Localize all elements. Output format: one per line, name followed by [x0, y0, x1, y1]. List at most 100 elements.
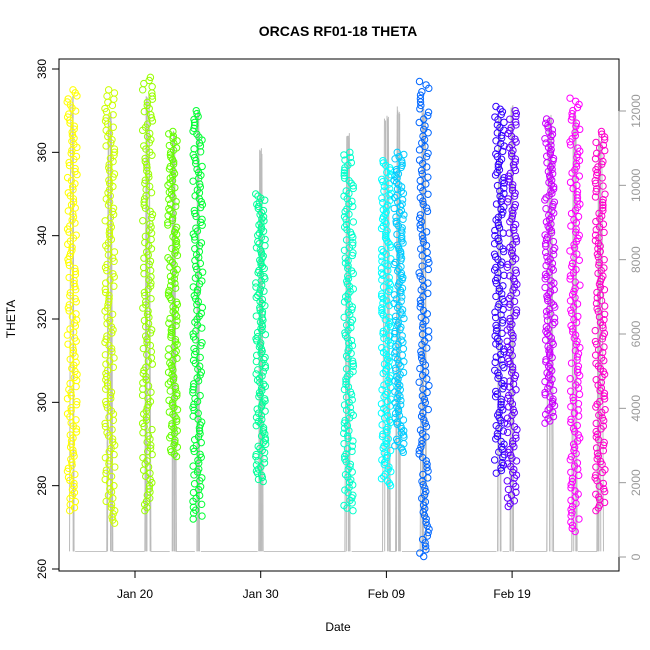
data-point	[393, 148, 401, 157]
data-point	[392, 342, 400, 351]
data-point	[68, 458, 76, 466]
data-point	[381, 390, 390, 399]
data-point	[546, 150, 554, 158]
data-point	[592, 490, 600, 498]
data-point	[347, 336, 356, 345]
data-point	[549, 412, 558, 421]
data-point	[599, 206, 607, 215]
data-point	[548, 259, 557, 268]
data-point	[497, 400, 505, 409]
y-tick-label: 360	[35, 142, 49, 162]
data-point	[512, 269, 521, 277]
data-point	[418, 262, 426, 270]
data-point	[109, 123, 117, 131]
data-point	[110, 95, 118, 103]
data-point	[400, 150, 408, 159]
data-point	[567, 403, 575, 411]
data-point	[349, 238, 357, 247]
data-point	[492, 387, 500, 396]
data-point	[574, 212, 583, 221]
data-point	[591, 337, 600, 346]
data-point	[64, 207, 73, 215]
data-point	[147, 114, 156, 122]
data-point	[382, 231, 390, 240]
data-point	[169, 132, 178, 140]
data-point	[600, 395, 609, 403]
altitude-trace	[72, 96, 75, 552]
data-point	[591, 231, 600, 239]
data-point	[591, 474, 599, 482]
data-point	[541, 231, 549, 239]
data-point	[503, 477, 511, 485]
data-point	[104, 201, 113, 209]
data-point	[66, 292, 74, 300]
data-point	[105, 460, 113, 468]
data-point	[419, 238, 428, 246]
data-point	[167, 328, 176, 337]
data-point	[601, 190, 609, 198]
data-point	[567, 496, 575, 505]
data-point	[424, 129, 432, 137]
data-point	[415, 214, 424, 222]
data-point	[170, 424, 178, 433]
data-point	[423, 207, 432, 216]
data-point	[254, 333, 262, 341]
data-point	[512, 434, 520, 442]
data-point	[349, 506, 357, 515]
data-point	[423, 375, 431, 383]
data-point	[504, 195, 512, 203]
data-point	[573, 191, 581, 199]
data-point	[510, 163, 518, 172]
data-point	[424, 173, 432, 181]
data-point	[547, 141, 555, 149]
data-point	[393, 230, 401, 239]
data-point	[542, 115, 551, 123]
data-point	[390, 299, 398, 308]
data-point	[139, 344, 148, 353]
data-point	[138, 86, 147, 94]
data-point	[566, 375, 574, 383]
data-point	[418, 440, 426, 448]
data-point	[399, 345, 408, 353]
data-point	[257, 339, 265, 347]
data-point	[71, 164, 79, 173]
data-point	[261, 330, 270, 339]
data-point	[498, 134, 506, 142]
data-point	[193, 306, 201, 315]
data-point	[168, 258, 177, 267]
data-point	[511, 158, 519, 166]
data-point	[197, 239, 206, 247]
data-point	[102, 335, 110, 343]
data-point	[67, 404, 75, 412]
data-point	[101, 419, 109, 428]
data-point	[392, 316, 400, 325]
data-point	[341, 292, 350, 301]
data-point	[258, 299, 266, 308]
data-point	[342, 220, 351, 229]
data-point	[391, 414, 399, 422]
data-point	[398, 224, 406, 232]
data-point	[169, 172, 177, 180]
data-point	[172, 417, 181, 426]
data-point	[349, 411, 358, 419]
data-point	[110, 248, 119, 256]
data-point	[259, 426, 268, 434]
data-point	[542, 119, 550, 128]
data-point	[425, 258, 433, 267]
data-point	[419, 481, 427, 489]
data-point	[416, 224, 425, 233]
data-point	[382, 346, 390, 354]
data-point	[166, 445, 175, 454]
data-point	[173, 392, 181, 400]
data-point	[424, 279, 432, 287]
altitude-trace	[596, 140, 599, 552]
data-point	[148, 82, 156, 91]
data-point	[256, 378, 264, 386]
data-point	[498, 258, 506, 266]
data-point	[398, 237, 406, 245]
data-point	[545, 268, 554, 276]
data-point	[258, 446, 266, 455]
data-point	[378, 290, 386, 298]
data-point	[107, 139, 115, 147]
data-point	[69, 213, 78, 221]
